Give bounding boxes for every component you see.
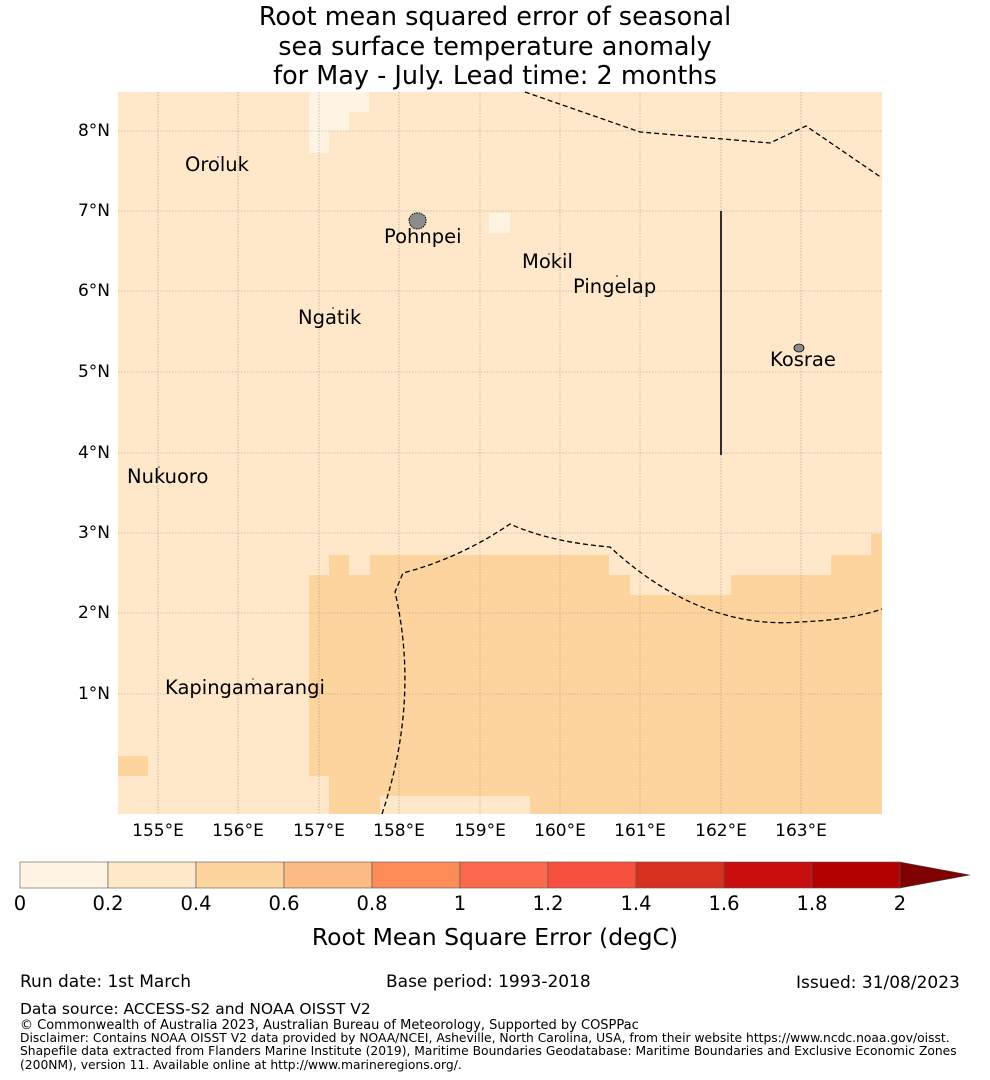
colorbar-tick-label: 1.4 (620, 892, 652, 915)
pohnpei-island (408, 212, 427, 230)
base-period: Base period: 1993-2018 (386, 972, 591, 992)
field-high-region (309, 534, 882, 814)
eez-boundaries (381, 91, 883, 815)
field-low-patch (309, 112, 349, 131)
lon-label-155e: 155°E (132, 821, 184, 841)
lon-label-158e: 158°E (373, 821, 425, 841)
colorbar-swatch (811, 861, 901, 889)
lat-label-8n: 8°N (77, 121, 110, 141)
colorbar (19, 861, 971, 889)
colorbar-swatch (371, 861, 461, 889)
colorbar-swatch (459, 861, 549, 889)
pingelap-atoll (616, 275, 618, 277)
field-low-patch (489, 213, 510, 233)
place-label-kosrae: Kosrae (770, 348, 836, 371)
place-label-kapingamarangi: Kapingamarangi (165, 676, 325, 699)
title-line-2: sea surface temperature anomaly (278, 31, 712, 62)
lon-label-159e: 159°E (454, 821, 506, 841)
lat-label-6n: 6°N (77, 281, 110, 301)
colorbar-tick-label: 1.2 (532, 892, 564, 915)
field-low-patch (380, 796, 530, 814)
title-line-3: for May - July. Lead time: 2 months (273, 61, 717, 91)
kapingamarangi-atoll (252, 678, 254, 680)
lon-label-160e: 160°E (534, 821, 586, 841)
lat-label-5n: 5°N (77, 362, 110, 382)
lon-label-156e: 156°E (212, 821, 264, 841)
eez-boundary-north (524, 91, 883, 179)
disclaimer-line-2: Shapefile data extracted from Flanders M… (20, 1044, 957, 1058)
lat-label-7n: 7°N (77, 201, 110, 221)
place-label-ngatik: Ngatik (298, 306, 362, 329)
colorbar-swatch (19, 861, 109, 889)
colorbar-extend-arrow (899, 861, 971, 889)
lat-label-2n: 2°N (77, 603, 110, 623)
colorbar-tick-label: 0.6 (268, 892, 300, 915)
mokil-atoll (548, 253, 550, 255)
disclaimer-line-1: Disclaimer: Contains NOAA OISST V2 data … (20, 1031, 950, 1045)
data-source: Data source: ACCESS-S2 and NOAA OISST V2 (20, 1000, 371, 1018)
oroluk-atoll (217, 156, 219, 158)
lat-label-3n: 3°N (77, 523, 110, 543)
field-mid-patch (118, 756, 148, 776)
colorbar-tick-label: 0.8 (356, 892, 388, 915)
colorbar-tick-label: 0.2 (92, 892, 124, 915)
colorbar-tick-label: 1.6 (708, 892, 740, 915)
eez-boundary-south (381, 523, 883, 815)
kosrae-island (793, 343, 805, 353)
title-line-1: Root mean squared error of seasonal (258, 2, 732, 32)
disclaimer-line-3: (200NM), version 11. Available online at… (20, 1058, 462, 1072)
lat-label-1n: 1°N (77, 684, 110, 704)
lon-label-157e: 157°E (293, 821, 345, 841)
colorbar-label: Root Mean Square Error (degC) (311, 923, 679, 951)
issued-date: Issued: 31/08/2023 (796, 973, 960, 993)
colorbar-swatch (723, 861, 813, 889)
colorbar-tick-label: 0 (13, 892, 27, 915)
place-label-nukuoro: Nukuoro (127, 465, 209, 488)
place-label-pohnpei: Pohnpei (384, 225, 462, 248)
colorbar-tick-label: 1 (453, 892, 467, 915)
field-low-patch (309, 131, 329, 153)
lon-label-163e: 163°E (775, 821, 827, 841)
field-low-patch (309, 92, 369, 112)
lon-label-162e: 162°E (695, 821, 747, 841)
ngatik-atoll (332, 307, 334, 309)
colorbar-tick-label: 1.8 (796, 892, 828, 915)
colorbar-tick-label: 2 (893, 892, 907, 915)
colorbar-swatch (107, 861, 197, 889)
copyright-notice: © Commonwealth of Australia 2023, Austra… (20, 1018, 639, 1033)
lat-label-4n: 4°N (77, 443, 110, 463)
chart-title: Root mean squared error of seasonal sea … (0, 2, 990, 92)
lon-label-161e: 161°E (614, 821, 666, 841)
colorbar-swatch (283, 861, 373, 889)
run-date: Run date: 1st March (20, 972, 192, 992)
place-label-oroluk: Oroluk (185, 153, 249, 176)
colorbar-swatch (635, 861, 725, 889)
islands (158, 156, 805, 680)
place-label-pingelap: Pingelap (573, 275, 657, 298)
colorbar-swatch (547, 861, 637, 889)
colorbar-tick-label: 0.4 (180, 892, 212, 915)
nukuoro-atoll (158, 466, 160, 468)
place-label-mokil: Mokil (522, 250, 573, 273)
colorbar-swatch (195, 861, 285, 889)
